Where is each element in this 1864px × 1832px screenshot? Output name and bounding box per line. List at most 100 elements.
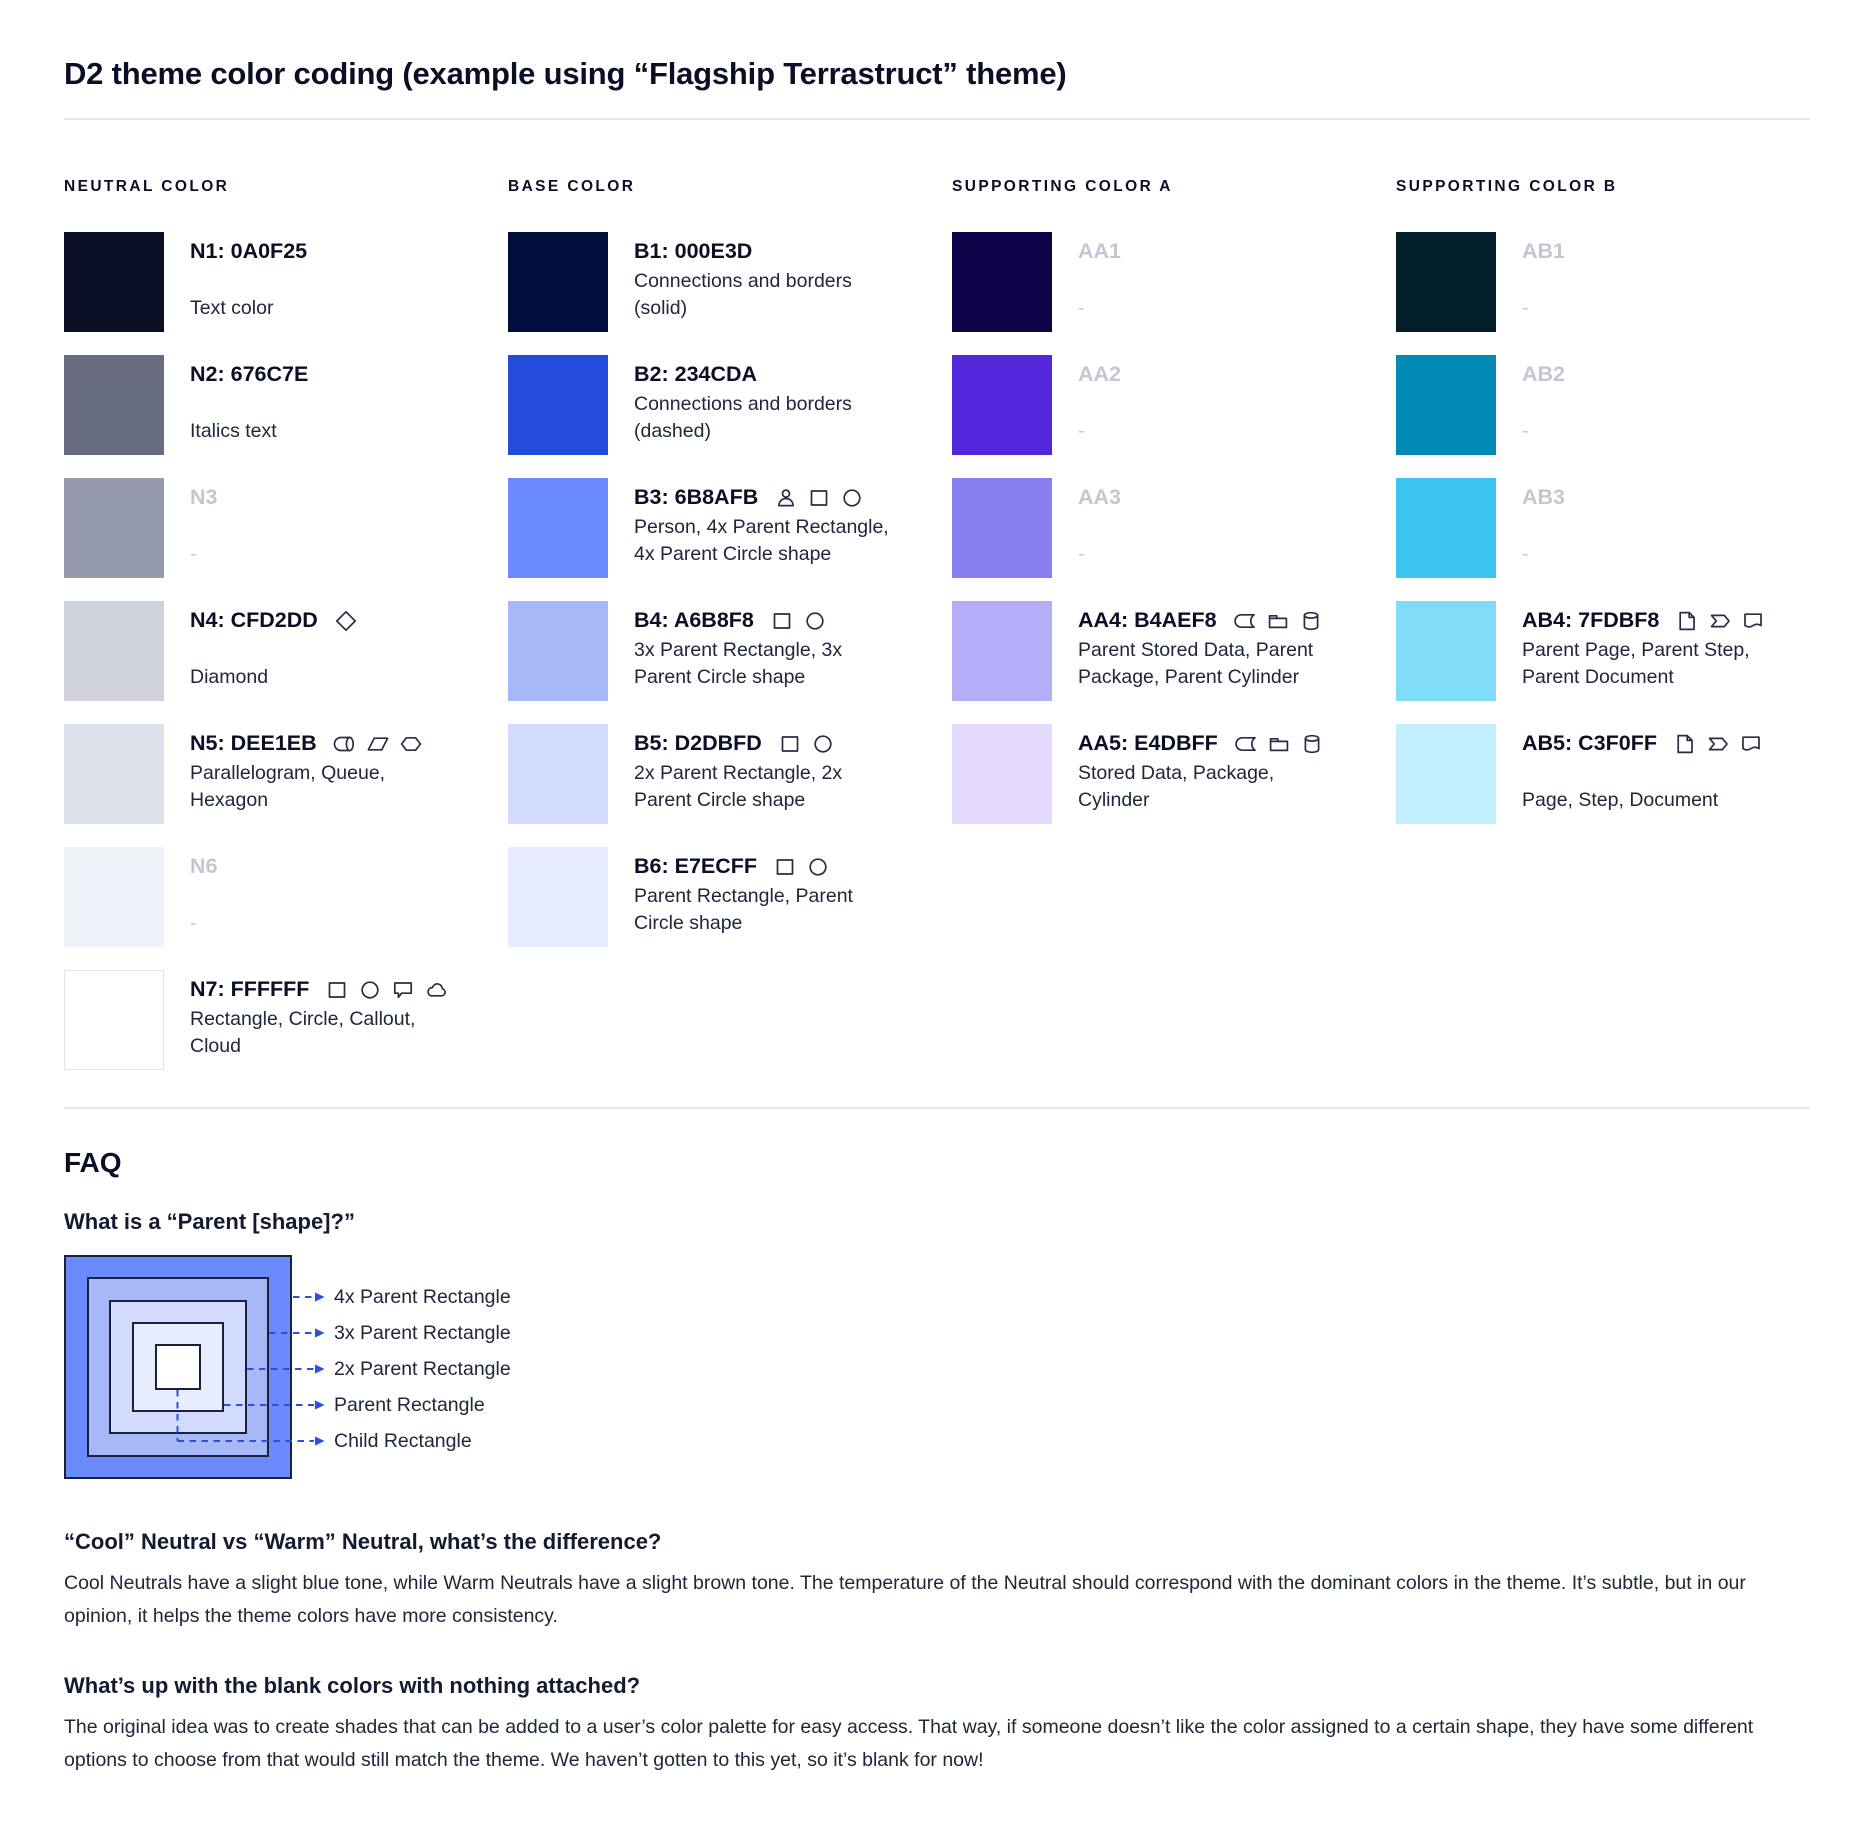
step-icon xyxy=(1708,737,1728,750)
swatch-label: AB5: C3F0FF xyxy=(1522,731,1657,755)
circle-icon xyxy=(361,980,380,999)
swatch-label: AB2 xyxy=(1522,362,1566,386)
swatch-row: N5: DEE1EB Parallelogram, Queue, Hexagon xyxy=(64,724,508,824)
swatch-desc: Parent Rectangle, Parent Circle shape xyxy=(634,885,853,934)
shape-icons xyxy=(773,855,830,879)
swatch-desc: - xyxy=(1522,297,1529,319)
circle-icon xyxy=(809,857,827,876)
shape-icons xyxy=(774,486,864,510)
swatch-label: AB3 xyxy=(1522,485,1566,509)
diagram-label: Child Rectangle xyxy=(334,1430,472,1452)
swatch-row: AA1 - xyxy=(952,232,1396,332)
page-icon xyxy=(1679,611,1696,630)
faq-question-cool-vs-warm: “Cool” Neutral vs “Warm” Neutral, what’s… xyxy=(64,1529,662,1554)
color-swatch xyxy=(64,847,164,947)
shape-icons xyxy=(333,732,423,756)
circle-icon xyxy=(806,611,824,630)
swatch-desc: Italics text xyxy=(190,420,277,442)
diagram-label: 4x Parent Rectangle xyxy=(334,1286,511,1308)
circle-icon xyxy=(843,488,861,507)
diagram-label: Parent Rectangle xyxy=(334,1394,485,1416)
document-icon xyxy=(1742,735,1760,751)
swatch-row: AB3 - xyxy=(1396,478,1840,578)
swatch-desc: Text color xyxy=(190,297,274,319)
column-header: SUPPORTING COLOR A xyxy=(952,178,1173,195)
swatch-row: AB1 - xyxy=(1396,232,1840,332)
swatch-row: N2: 676C7E Italics text xyxy=(64,355,508,455)
swatch-desc: Page, Step, Document xyxy=(1522,789,1719,811)
swatch-row: B5: D2DBFD 2x Parent Rectangle, 2x Paren… xyxy=(508,724,952,824)
page: D2 theme color coding (example using “Fl… xyxy=(64,56,1810,1771)
swatch-row: AA2 - xyxy=(952,355,1396,455)
swatch-row: N7: FFFFFF Rectangle, Circle, Callout, C… xyxy=(64,970,508,1070)
column-header: SUPPORTING COLOR B xyxy=(1396,178,1618,195)
color-swatch xyxy=(64,724,164,824)
divider-top xyxy=(64,118,1810,120)
swatch-desc: - xyxy=(190,543,197,565)
faq-answer-blank-colors: The original idea was to create shades t… xyxy=(64,1716,1754,1771)
swatch-row: B4: A6B8F8 3x Parent Rectangle, 3x Paren… xyxy=(508,601,952,701)
swatch-row: B3: 6B8AFB Person, 4x Parent Rectangle, … xyxy=(508,478,952,578)
swatch-label: AB1 xyxy=(1522,239,1566,263)
cylinder-icon xyxy=(1304,734,1320,753)
swatch-row: AA3 - xyxy=(952,478,1396,578)
swatch-row: AB2 - xyxy=(1396,355,1840,455)
color-swatch xyxy=(1396,478,1496,578)
swatch-desc: - xyxy=(1078,420,1085,442)
color-swatch xyxy=(1396,724,1496,824)
swatch-label: B5: D2DBFD xyxy=(634,731,762,755)
column-supporting-b: SUPPORTING COLOR B AB1 - AB2 - AB3 - AB4… xyxy=(1396,178,1840,1093)
swatch-desc: Parent Page, Parent Step, Parent Documen… xyxy=(1522,639,1750,688)
shape-icons xyxy=(770,609,827,633)
swatch-desc: Parallelogram, Queue, Hexagon xyxy=(190,762,386,811)
swatch-row: AB5: C3F0FF Page, Step, Document xyxy=(1396,724,1840,824)
stored-data-icon xyxy=(1235,736,1256,751)
rectangle-icon xyxy=(776,858,794,875)
color-swatch xyxy=(64,970,164,1070)
rectangle-icon xyxy=(329,981,346,998)
swatch-row: N6 - xyxy=(64,847,508,947)
column-header: NEUTRAL COLOR xyxy=(64,178,230,195)
color-swatch xyxy=(1396,601,1496,701)
color-swatch xyxy=(1396,355,1496,455)
rectangle-icon xyxy=(810,489,828,506)
palette-grid: NEUTRAL COLOR N1: 0A0F25 Text color N2: … xyxy=(64,178,1810,1093)
color-swatch xyxy=(952,232,1052,332)
swatch-label: AA2 xyxy=(1078,362,1122,386)
swatch-row: AA4: B4AEF8 Parent Stored Data, Parent P… xyxy=(952,601,1396,701)
color-swatch xyxy=(64,355,164,455)
color-swatch xyxy=(64,601,164,701)
swatch-desc: Connections and borders (solid) xyxy=(634,270,852,319)
cloud-icon xyxy=(427,982,447,997)
swatch-label: N6 xyxy=(190,854,218,878)
diagram-label: 2x Parent Rectangle xyxy=(334,1358,511,1380)
color-swatch xyxy=(64,232,164,332)
shape-icons xyxy=(778,732,835,756)
swatch-row: B1: 000E3D Connections and borders (soli… xyxy=(508,232,952,332)
color-swatch xyxy=(64,478,164,578)
color-swatch xyxy=(508,232,608,332)
swatch-label: AA3 xyxy=(1078,485,1122,509)
swatch-desc: - xyxy=(1522,543,1529,565)
swatch-row: B2: 234CDA Connections and borders (dash… xyxy=(508,355,952,455)
swatch-label: N5: DEE1EB xyxy=(190,731,317,755)
shape-icons xyxy=(1234,732,1324,756)
column-neutral: NEUTRAL COLOR N1: 0A0F25 Text color N2: … xyxy=(64,178,508,1093)
swatch-label: N3 xyxy=(190,485,218,509)
swatch-label: N7: FFFFFF xyxy=(190,977,310,1001)
color-swatch xyxy=(508,355,608,455)
person-icon xyxy=(778,488,795,506)
cylinder-icon xyxy=(1303,611,1319,630)
circle-icon xyxy=(814,734,832,753)
color-swatch xyxy=(1396,232,1496,332)
package-icon xyxy=(1268,614,1287,628)
stored-data-icon xyxy=(1233,613,1255,628)
step-icon xyxy=(1711,614,1731,627)
swatch-row: N1: 0A0F25 Text color xyxy=(64,232,508,332)
swatch-label: B6: E7ECFF xyxy=(634,854,758,878)
swatch-desc: Stored Data, Package, Cylinder xyxy=(1078,762,1275,811)
swatch-label: B3: 6B8AFB xyxy=(634,485,759,509)
swatch-desc: Person, 4x Parent Rectangle, 4x Parent C… xyxy=(634,516,889,565)
color-swatch xyxy=(952,478,1052,578)
shape-icons xyxy=(1675,609,1765,633)
